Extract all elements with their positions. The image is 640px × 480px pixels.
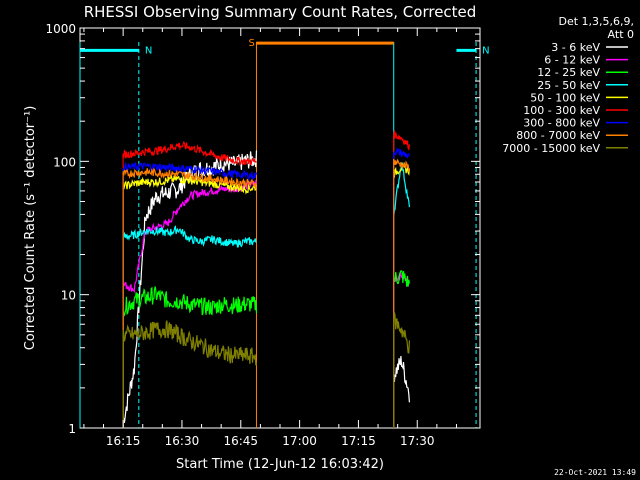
series-6-line-1 <box>393 147 410 428</box>
x-tick-label-4: 17:15 <box>341 434 376 448</box>
flag-label-0: N <box>145 45 152 56</box>
series-3-line-0 <box>122 225 257 428</box>
series-6 <box>122 147 410 428</box>
y-axis: 1 10 100 1000 <box>45 22 480 436</box>
legend-label-7: 800 - 7000 keV <box>516 129 600 142</box>
footer-date: 22-Oct-2021 13:49 <box>554 468 636 477</box>
series-7-line-1 <box>393 158 410 428</box>
series-6-line-0 <box>122 161 258 428</box>
legend-label-1: 6 - 12 keV <box>544 54 600 67</box>
series-4-line-1 <box>393 163 410 428</box>
series-7 <box>122 158 410 428</box>
series-7-line-0 <box>122 167 258 428</box>
y-tick-label-2: 100 <box>53 155 76 169</box>
x-tick-label-2: 16:45 <box>223 434 258 448</box>
x-axis: 16:15 16:30 16:45 17:00 17:15 17:30 <box>83 28 457 448</box>
series-1-line-1 <box>393 271 410 428</box>
y-tick-label-0: 1 <box>68 422 76 436</box>
legend-header-line-2: Att 0 <box>608 28 634 41</box>
x-axis-label: Start Time (12-Jun-12 16:03:42) <box>176 457 384 472</box>
flag-label-2: S <box>248 38 254 49</box>
series-8-line-1 <box>393 312 410 428</box>
series-2 <box>122 270 410 428</box>
legend-label-5: 100 - 300 keV <box>523 104 600 117</box>
series-4-line-0 <box>122 174 258 428</box>
series-0-line-1 <box>393 355 410 428</box>
legend-label-3: 25 - 50 keV <box>537 79 600 92</box>
y-axis-label: Corrected Count Rate (s⁻¹ detector⁻¹) <box>23 106 38 351</box>
series-2-line-1 <box>393 270 410 428</box>
series-group <box>122 130 410 428</box>
x-tick-label-1: 16:30 <box>165 434 200 448</box>
series-5-line-0 <box>122 140 257 428</box>
y-tick-label-1: 10 <box>61 289 76 303</box>
legend-label-6: 300 - 800 keV <box>523 117 600 130</box>
series-1 <box>122 179 410 428</box>
legend-label-8: 7000 - 15000 keV <box>502 142 600 155</box>
series-0 <box>122 150 410 428</box>
legend-label-4: 50 - 100 keV <box>530 91 600 104</box>
chart-title: RHESSI Observing Summary Count Rates, Co… <box>84 3 477 21</box>
flag-label-1: N <box>482 45 489 56</box>
series-5-line-1 <box>393 130 410 428</box>
x-tick-label-0: 16:15 <box>106 434 141 448</box>
flag-bars: N NS <box>80 38 490 56</box>
series-8 <box>122 312 410 428</box>
legend-label-2: 12 - 25 keV <box>537 66 600 79</box>
legend-header-line-1: Det 1,3,5,6,9, <box>558 15 634 28</box>
x-tick-label-3: 17:00 <box>282 434 317 448</box>
y-tick-label-3: 1000 <box>45 22 76 36</box>
series-4 <box>122 163 410 428</box>
series-3-line-1 <box>393 162 410 428</box>
series-0-line-0 <box>122 150 258 428</box>
x-tick-label-5: 17:30 <box>400 434 435 448</box>
legend-label-0: 3 - 6 keV <box>551 41 600 54</box>
series-8-line-0 <box>122 320 258 428</box>
series-5 <box>122 130 410 428</box>
series-2-line-0 <box>122 286 258 428</box>
